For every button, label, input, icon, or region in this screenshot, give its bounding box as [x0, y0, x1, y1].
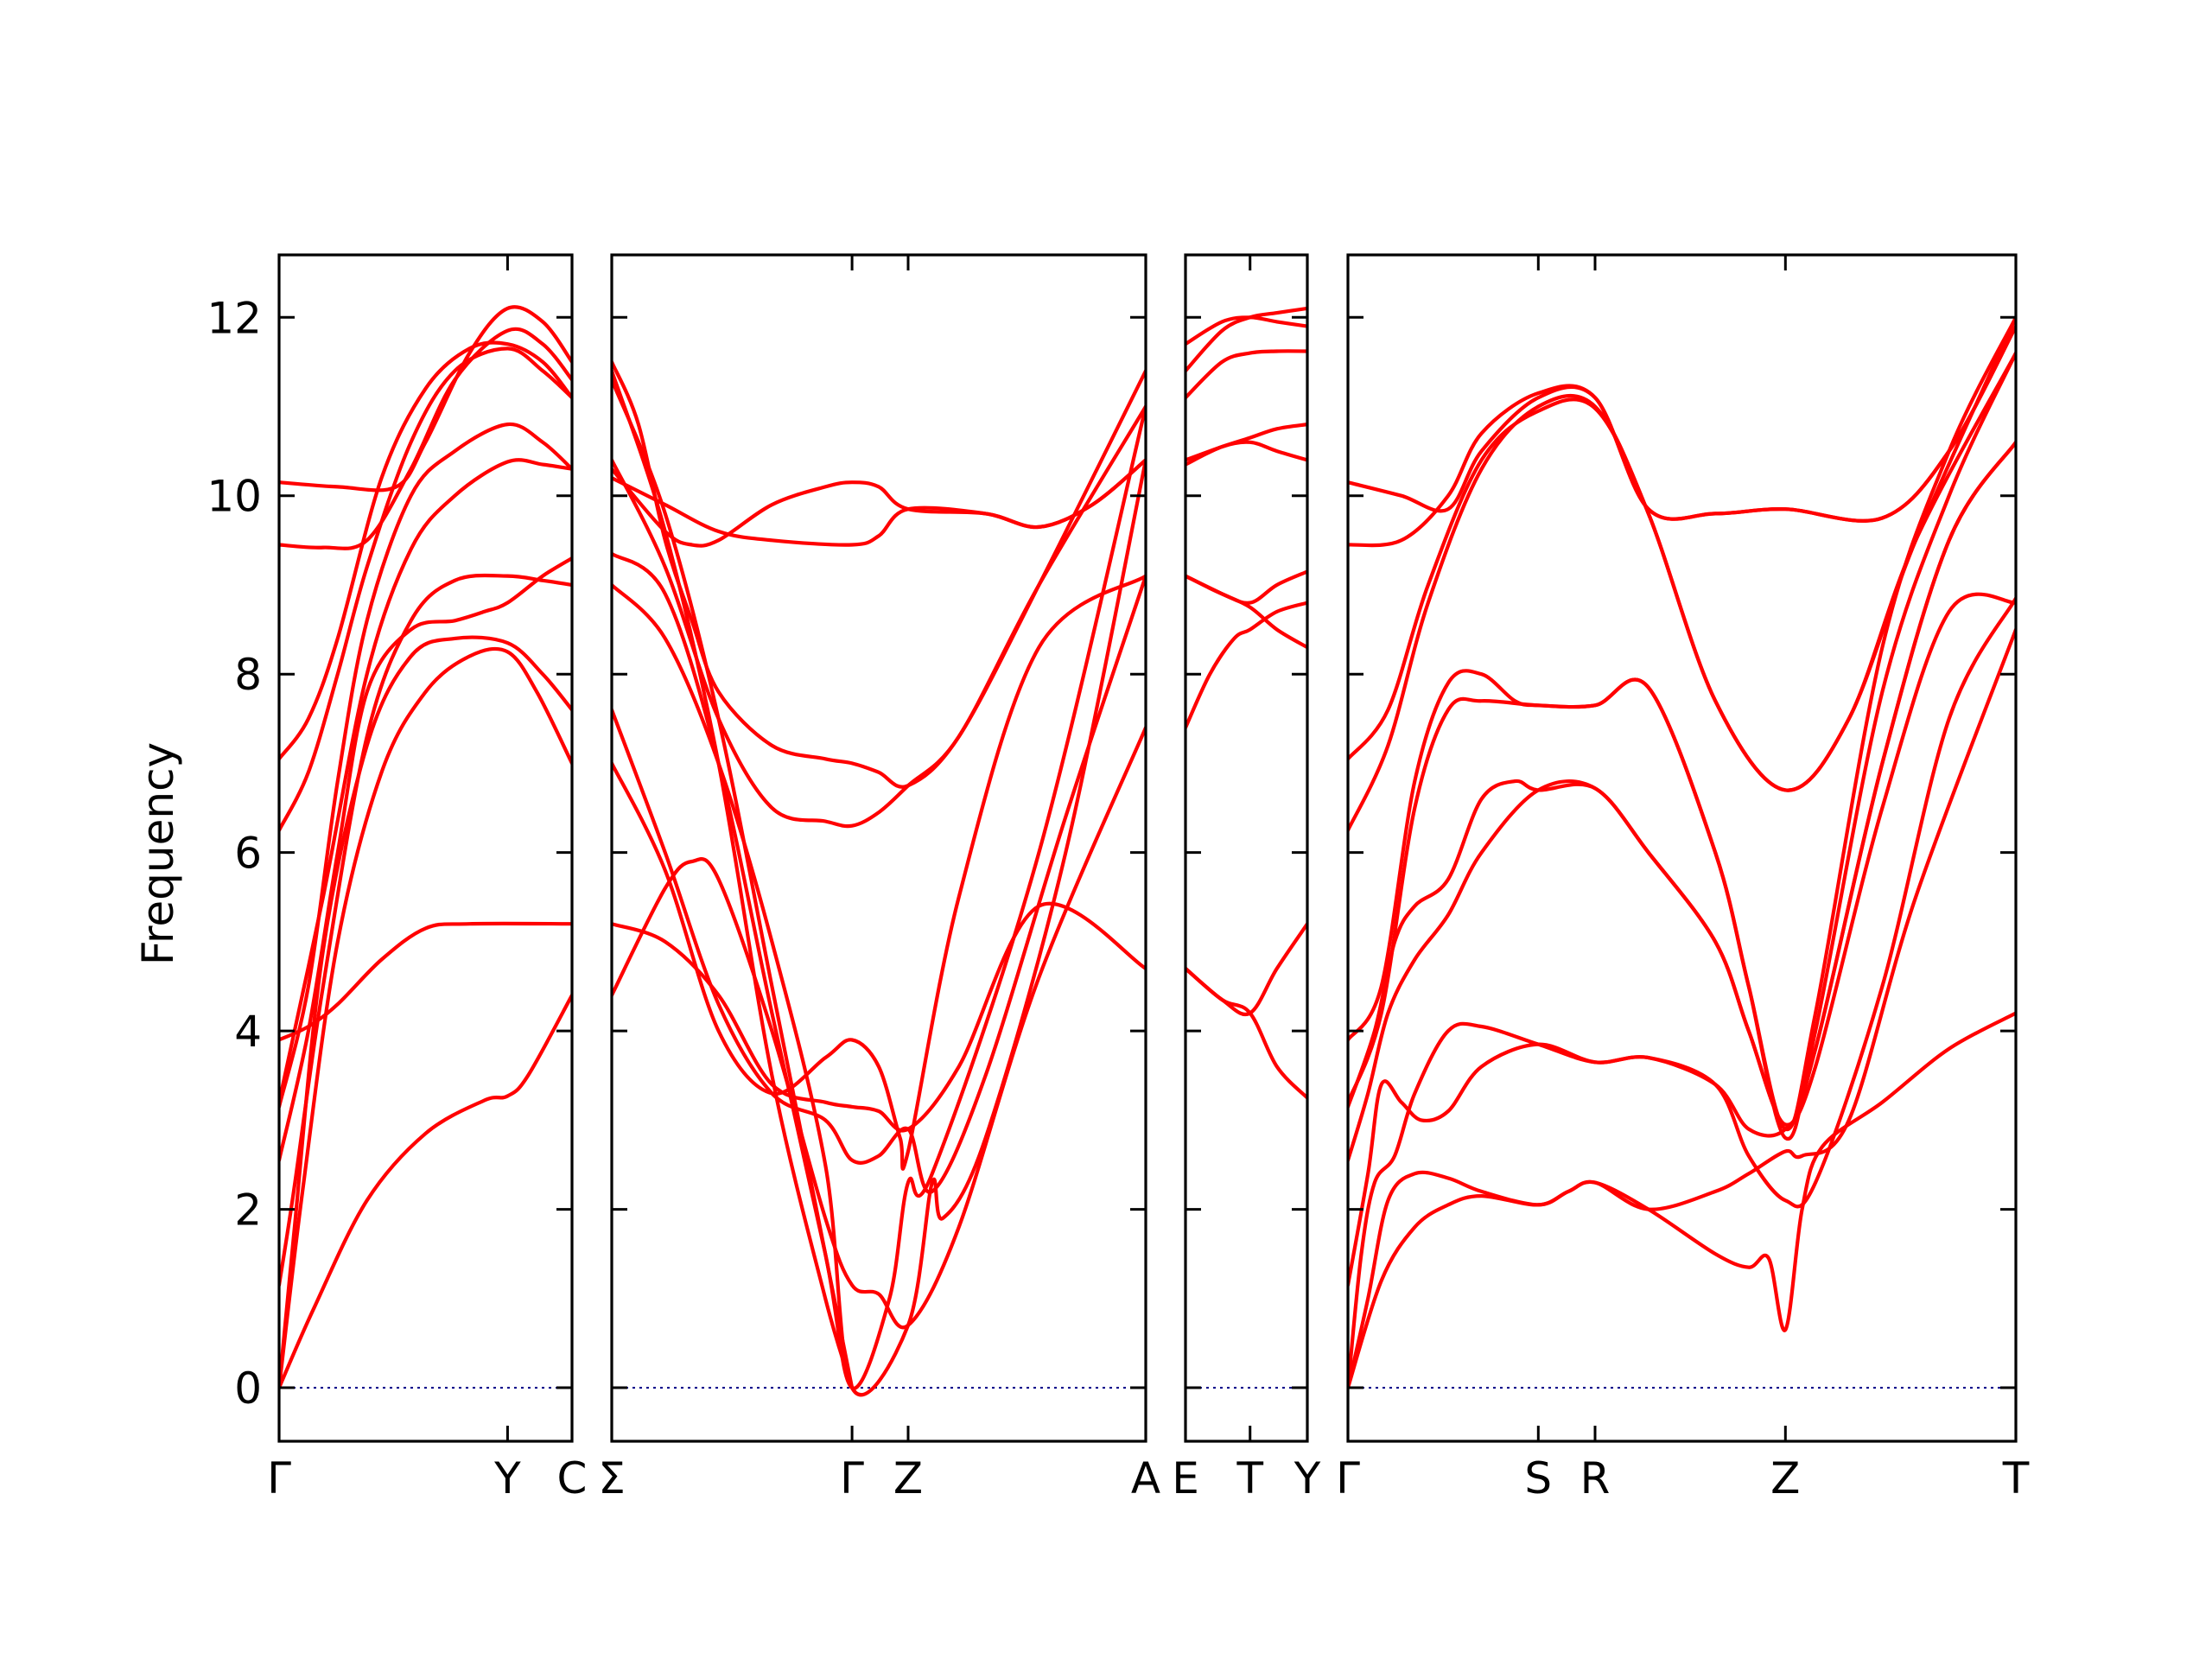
band-2 — [1185, 966, 1307, 1100]
y-tick-label: 4 — [234, 1007, 262, 1057]
band-3 — [1185, 601, 1307, 730]
x-tick-label: Y — [493, 1453, 521, 1503]
x-tick-label: Y — [1294, 1453, 1321, 1503]
band-11 — [1348, 324, 2016, 548]
x-tick-label: Γ — [267, 1453, 291, 1503]
x-tick-label: T — [2002, 1453, 2030, 1503]
band-11 — [279, 327, 572, 550]
band-5 — [1185, 569, 1307, 605]
x-tick-label: Z — [1770, 1453, 1800, 1503]
panel-frame — [277, 253, 574, 1443]
band-3 — [612, 574, 1146, 1171]
band-7 — [1185, 423, 1307, 462]
x-tick-label: T — [1236, 1453, 1263, 1503]
y-tick-label: 6 — [234, 829, 262, 879]
band-1 — [279, 993, 572, 1390]
band-10 — [279, 340, 572, 761]
x-tick-label: R — [1580, 1453, 1611, 1503]
x-tick-label: Z — [893, 1453, 923, 1503]
y-tick-label: 12 — [207, 293, 262, 343]
band-12 — [1348, 324, 2016, 523]
y-tick-label: 10 — [207, 472, 262, 522]
bands — [279, 305, 572, 1390]
y-axis-label: Frequency — [133, 742, 183, 965]
band-2 — [279, 646, 572, 1390]
band-11 — [612, 369, 855, 1390]
band-2 — [1348, 627, 2016, 1390]
y-tick-label: 2 — [234, 1185, 262, 1236]
bands — [1185, 306, 1307, 1100]
band-7 — [279, 458, 572, 1104]
x-tick-label: C — [557, 1453, 588, 1503]
band-2 — [612, 901, 1146, 1133]
x-tick-label: A — [1131, 1453, 1160, 1503]
y-tick-label: 0 — [234, 1363, 262, 1414]
band-5 — [612, 458, 1146, 1397]
band-3 — [1348, 596, 2016, 1390]
band-8 — [1348, 315, 2016, 1132]
band-12 — [279, 305, 572, 493]
panel-frame — [610, 253, 1147, 1443]
x-tick-label: S — [1524, 1453, 1552, 1503]
bands — [612, 359, 1146, 1397]
band-6 — [612, 404, 1146, 1390]
y-tick-label: 8 — [234, 650, 262, 700]
band-5 — [279, 556, 572, 1162]
band-8 — [279, 921, 572, 1042]
band-6 — [279, 422, 572, 1109]
band-10 — [1185, 315, 1307, 346]
band-6 — [1348, 440, 2016, 1127]
x-tick-label: Γ — [840, 1453, 864, 1503]
panel-frame — [1346, 253, 2018, 1443]
band-10 — [612, 458, 1146, 548]
band-12 — [612, 378, 855, 1390]
band-7 — [612, 369, 1146, 829]
band-8 — [612, 359, 1146, 789]
band-7 — [1348, 351, 2016, 1141]
band-8 — [1185, 349, 1307, 400]
x-tick-label: E — [1172, 1453, 1199, 1503]
band-4 — [279, 573, 572, 1287]
band-4 — [1348, 592, 2016, 1287]
bands — [1348, 315, 2016, 1390]
band-10 — [1348, 315, 2016, 792]
band-9 — [279, 346, 572, 832]
x-tick-label: Γ — [1336, 1453, 1360, 1503]
band-1 — [1185, 922, 1307, 1017]
panel-frame — [1184, 253, 1309, 1443]
band-3 — [279, 635, 572, 1390]
x-tick-label: Σ — [598, 1453, 626, 1503]
band-4 — [612, 574, 1146, 1194]
